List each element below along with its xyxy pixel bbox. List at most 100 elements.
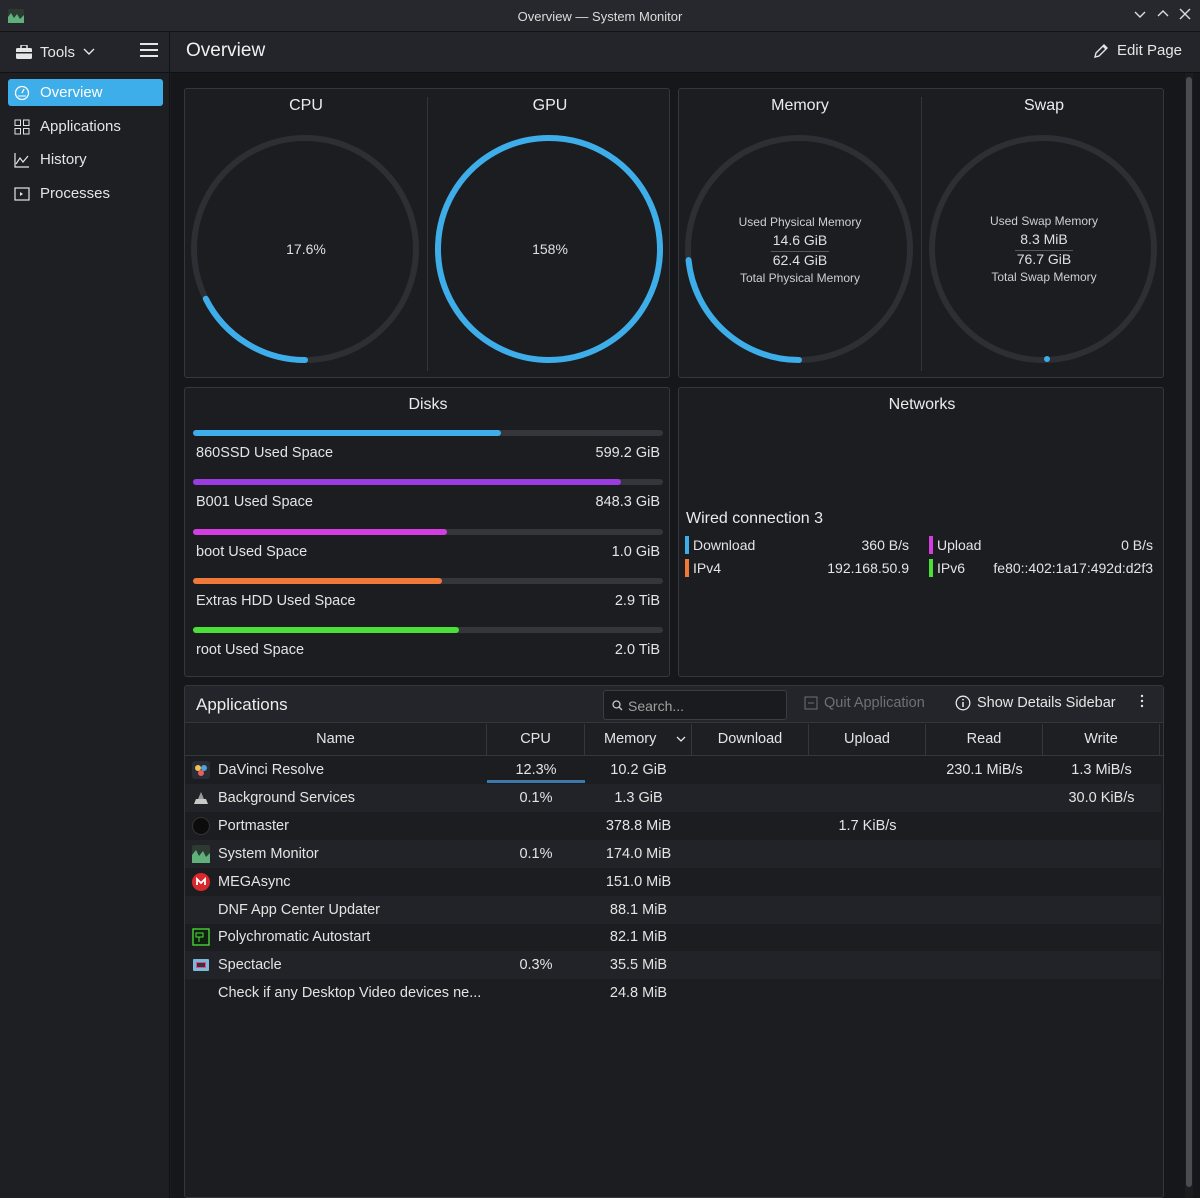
maximize-button[interactable] <box>1155 8 1171 24</box>
column-header-name[interactable]: Name <box>185 724 487 755</box>
sidebar-item-processes[interactable]: Processes <box>8 180 163 207</box>
disk-used-value: 1.0 GiB <box>611 543 660 560</box>
gauge-separator <box>427 97 428 371</box>
app-memory: 378.8 MiB <box>605 817 672 834</box>
network-ipv6: IPv6 fe80::402:1a17:492d:d2f3 <box>929 559 1153 577</box>
column-header-upload[interactable]: Upload <box>809 724 926 755</box>
quit-application-button[interactable]: Quit Application <box>804 695 925 711</box>
disk-used-value: 2.0 TiB <box>614 642 660 659</box>
cpu-title: CPU <box>289 97 323 114</box>
memory-divider <box>771 251 829 252</box>
app-name: Polychromatic Autostart <box>218 929 371 946</box>
column-header-read[interactable]: Read <box>926 724 1043 755</box>
ipv6-color-marker <box>929 559 933 577</box>
system-monitor-icon <box>8 9 24 23</box>
sidebar-item-overview[interactable]: Overview <box>8 79 163 106</box>
search-input[interactable]: Search... <box>603 690 787 720</box>
app-name: Portmaster <box>218 817 289 834</box>
memory-gauge <box>685 135 913 363</box>
app-upload: 1.7 KiB/s <box>838 817 897 834</box>
app-name: MEGAsync <box>218 873 291 890</box>
table-row[interactable]: Background Services 0.1% 1.3 GiB 30.0 KiB/s <box>185 783 1161 812</box>
spectacle-icon <box>193 959 209 972</box>
app-memory: 151.0 MiB <box>605 873 672 890</box>
disks-card: Disks 860SSD Used Space 599.2 GiB B001 Use… <box>184 387 670 677</box>
search-placeholder: Search... <box>628 698 685 714</box>
disk-name: Extras HDD Used Space <box>196 592 356 609</box>
network-download: Download 360 B/s <box>685 536 909 554</box>
download-color-marker <box>685 536 689 554</box>
table-row[interactable]: DaVinci Resolve 12.3% 10.2 GiB 230.1 MiB/s 1… <box>185 756 1161 784</box>
app-memory: 174.0 MiB <box>605 845 672 862</box>
memory-title: Memory <box>771 97 829 114</box>
scrollbar[interactable] <box>1185 73 1193 1198</box>
disk-row: root Used Space 2.0 TiB <box>193 627 663 667</box>
column-header-cpu[interactable]: CPU <box>487 724 585 755</box>
column-header-write[interactable]: Write <box>1043 724 1160 755</box>
show-details-sidebar-button[interactable]: Show Details Sidebar <box>955 695 1116 711</box>
ipv6-value: fe80::402:1a17:492d:d2f3 <box>993 560 1153 576</box>
table-row[interactable]: Portmaster 378.8 MiB 1.7 KiB/s <box>185 812 1161 840</box>
quit-application-label: Quit Application <box>824 695 925 711</box>
app-name: DaVinci Resolve <box>218 762 325 778</box>
app-memory: 35.5 MiB <box>609 957 668 974</box>
header-separator <box>169 32 170 73</box>
applications-title: Applications <box>196 695 288 714</box>
ipv4-label: IPv4 <box>693 560 722 576</box>
disk-usage-fill <box>193 528 447 535</box>
column-header-memory-label: Memory <box>604 731 657 747</box>
swap-used-label: Used Swap Memory <box>989 214 1099 228</box>
terminal-icon <box>14 186 30 201</box>
swap-total-value: 76.7 GiB <box>1016 251 1072 267</box>
page-title: Overview <box>186 40 266 61</box>
more-options-button[interactable] <box>1135 694 1149 714</box>
hamburger-menu-button[interactable] <box>140 43 158 59</box>
app-name: DNF App Center Updater <box>218 901 380 918</box>
scrollbar-thumb[interactable] <box>1186 77 1192 1187</box>
table-row[interactable]: MEGAsync 151.0 MiB <box>185 868 1161 896</box>
network-ipv4: IPv4 192.168.50.9 <box>685 559 909 577</box>
minimize-button[interactable] <box>1132 8 1148 24</box>
kebab-menu-icon <box>1140 694 1144 708</box>
close-button[interactable] <box>1177 8 1193 24</box>
app-memory: 24.8 MiB <box>609 985 668 1002</box>
table-row[interactable]: Check if any Desktop Video devices ne...… <box>185 979 1161 1007</box>
app-cpu: 0.3% <box>519 957 553 974</box>
grid-icon <box>14 119 30 134</box>
disk-used-value: 848.3 GiB <box>595 494 661 511</box>
disk-name: boot Used Space <box>196 543 308 560</box>
swap-total-label: Total Swap Memory <box>991 270 1097 284</box>
app-name: System Monitor <box>218 845 319 862</box>
upload-label: Upload <box>937 537 982 553</box>
sidebar-item-history[interactable]: History <box>8 146 163 173</box>
gpu-title: GPU <box>532 97 568 114</box>
table-row[interactable]: Polychromatic Autostart 82.1 MiB <box>185 923 1161 951</box>
table-row[interactable]: System Monitor 0.1% 174.0 MiB <box>185 839 1161 868</box>
app-memory: 88.1 MiB <box>609 901 668 918</box>
tools-menu-button[interactable]: Tools <box>16 41 95 63</box>
app-cpu: 0.1% <box>519 845 553 862</box>
app-write: 30.0 KiB/s <box>1068 789 1135 806</box>
sort-descending-icon <box>676 736 686 742</box>
network-upload: Upload 0 B/s <box>929 536 1153 554</box>
memory-used-label: Used Physical Memory <box>738 215 862 229</box>
services-icon <box>194 791 208 804</box>
edit-page-button[interactable]: Edit Page <box>1093 42 1182 59</box>
main-content: CPU GPU 17.6% 158% Memory Swap Used Phys… <box>171 73 1200 1198</box>
table-row[interactable]: DNF App Center Updater 88.1 MiB <box>185 895 1161 924</box>
download-value: 360 B/s <box>861 537 909 553</box>
column-header-download[interactable]: Download <box>692 724 809 755</box>
column-header-memory[interactable]: Memory <box>585 724 692 755</box>
app-name: Spectacle <box>218 957 282 974</box>
close-icon <box>1179 8 1191 20</box>
davinci-icon <box>192 761 210 779</box>
swap-gauge <box>929 135 1157 363</box>
table-row[interactable]: Spectacle 0.3% 35.5 MiB <box>185 951 1161 980</box>
memory-total-label: Total Physical Memory <box>739 271 861 285</box>
networks-card: Networks Wired connection 3 Download 360… <box>678 387 1164 677</box>
app-read: 230.1 MiB/s <box>946 762 1023 778</box>
portmaster-icon <box>192 816 210 835</box>
search-icon <box>612 700 623 711</box>
disk-used-value: 599.2 GiB <box>595 445 661 461</box>
sidebar-item-applications[interactable]: Applications <box>8 113 163 140</box>
